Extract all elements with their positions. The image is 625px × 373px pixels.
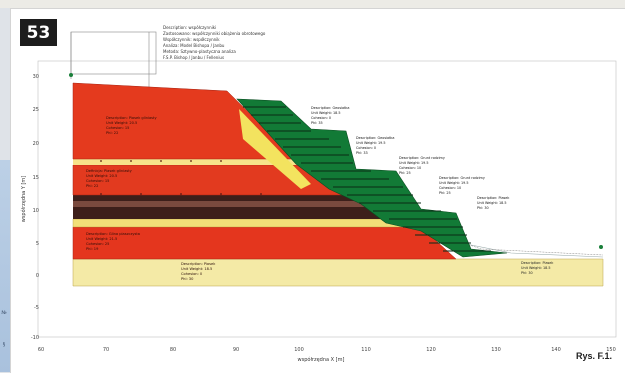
legend-line-3: Współczynnik: współczynnik — [163, 37, 220, 42]
y-tick: 5 — [36, 241, 39, 247]
legend-text: Description: współczynniki Zastosowano: … — [163, 25, 266, 60]
adjacent-page-strip: № § — [0, 160, 10, 372]
layer-label: Definicja: Piasek gliniasty — [86, 169, 133, 173]
figure-caption: Rys. F.1. — [575, 351, 612, 361]
bottom-right-label: Description: Piasek Unit Weight: 18.5 Ph… — [521, 261, 553, 275]
geogrid-labels: Description: Geosiatka Unit Weight: 18.5… — [311, 106, 509, 210]
figure-number-badge: 53 — [20, 19, 57, 46]
legend-line-2: Zastosowano: współczynniki obiążenia obr… — [163, 31, 266, 36]
layer-label: Unit Weight: 20.5 — [106, 121, 137, 125]
geogrid-label: Cohesion: 0 — [311, 116, 331, 120]
slope-fill-wedge — [239, 109, 311, 189]
figure-panel: 53 Description: współczynniki Zastosowan… — [10, 8, 625, 373]
legend-line-1: Description: współczynniki — [163, 25, 216, 30]
legend-line-6: F.S.P. Bishop / Janbu / Fellenius — [163, 55, 224, 60]
y-tick: -10 — [31, 335, 39, 341]
geogrid-label: Phi: 35 — [311, 121, 323, 125]
x-axis: 60 70 80 90 100 110 120 130 140 150 — [38, 347, 616, 353]
y-tick: -5 — [34, 305, 39, 311]
layer-dark-stripe — [73, 201, 371, 207]
x-tick: 80 — [170, 347, 176, 353]
geogrid-label: Description: Geosiatka — [311, 106, 349, 110]
layer-label: Unit Weight: 20.5 — [86, 174, 117, 178]
geogrid-label: Unit Weight: 19.5 — [356, 141, 386, 145]
geogrid-reinforced-zone — [236, 98, 508, 258]
y-tick: 10 — [33, 208, 39, 214]
sand-label: Unit Weight: 18.5 — [521, 266, 551, 270]
geogrid-layers — [243, 106, 491, 252]
geogrid-label: Unit Weight: 18.5 — [311, 111, 341, 115]
geogrid-label: Description: Grunt rodzimy — [399, 156, 445, 160]
layer-label: Phi: 19 — [86, 247, 99, 251]
x-axis-label: współrzędna X [m] — [298, 356, 345, 363]
y-tick: 0 — [36, 273, 39, 279]
geogrid-label: Cohesion: 0 — [356, 146, 376, 150]
y-tick: 20 — [33, 141, 39, 147]
layer-thin-yellow — [73, 159, 311, 165]
layer-labels: Description: Piasek gliniasty Unit Weigh… — [86, 116, 216, 281]
page-edge-top — [0, 0, 625, 8]
x-tick: 130 — [491, 347, 501, 353]
x-tick: 70 — [103, 347, 109, 353]
layer-label: Phi: 22 — [106, 131, 118, 135]
y-tick: 25 — [33, 107, 39, 113]
geogrid-label: Unit Weight: 19.5 — [439, 181, 469, 185]
x-tick: 110 — [361, 347, 371, 353]
x-tick: 90 — [233, 347, 239, 353]
slip-surface — [240, 98, 604, 256]
layer-label: Cohesion: 15 — [106, 126, 129, 130]
layer-label: Description: Piasek — [181, 262, 216, 266]
layer-label: Phi: 22 — [86, 184, 98, 188]
x-tick: 140 — [551, 347, 561, 353]
geogrid-label: Phi: 33 — [356, 151, 368, 155]
geogrid-label: Phi: 30 — [477, 206, 489, 210]
geogrid-label: Phi: 25 — [399, 171, 411, 175]
y-tick: 30 — [33, 74, 39, 80]
layer-label: Description: Glina piaszczysta — [86, 232, 140, 236]
geogrid-label: Description: Piasek — [477, 196, 509, 200]
slip-exit-marker — [599, 245, 603, 249]
y-axis: 30 25 20 15 10 5 0 -5 -10 — [31, 74, 39, 341]
sand-label: Description: Piasek — [521, 261, 553, 265]
x-tick: 120 — [426, 347, 436, 353]
layer-label: Cohesion: 15 — [86, 179, 109, 183]
legend-line-4: Analiza: Model Bishopa / Janbu — [163, 43, 225, 48]
layer-label: Cohesion: 0 — [181, 272, 203, 276]
geogrid-label: Cohesion: 10 — [399, 166, 421, 170]
layer-label: Cohesion: 25 — [86, 242, 109, 246]
layer-yellow-strip — [72, 218, 422, 228]
x-tick: 150 — [606, 347, 616, 353]
y-tick: 15 — [33, 175, 39, 181]
geogrid-label: Phi: 25 — [439, 191, 451, 195]
geogrid-label: Description: Grunt rodzimy — [439, 176, 485, 180]
x-tick: 100 — [294, 347, 304, 353]
layer-label: Unit Weight: 21.5 — [86, 237, 117, 241]
layer-label: Phi: 30 — [181, 277, 194, 281]
layer-label: Description: Piasek gliniasty — [106, 116, 157, 120]
geogrid-label: Unit Weight: 18.5 — [477, 201, 507, 205]
legend-line-5: Metoda: Sztywno-plastyczna analiza — [163, 49, 236, 54]
geogrid-label: Cohesion: 10 — [439, 186, 461, 190]
slip-center-marker — [69, 73, 73, 77]
geogrid-label: Unit Weight: 19.5 — [399, 161, 429, 165]
y-axis-label: współrzędna Y [m] — [20, 176, 27, 223]
x-tick: 60 — [38, 347, 44, 353]
layer-label: Unit Weight: 18.5 — [181, 267, 212, 271]
strip-glyph-1: № — [1, 310, 7, 316]
slope-stability-diagram: Description: współczynniki Zastosowano: … — [20, 25, 617, 363]
layer-dots — [100, 160, 262, 195]
geogrid-label: Description: Geosiatka — [356, 136, 394, 140]
sand-label: Phi: 30 — [521, 271, 533, 275]
strip-glyph-2: § — [1, 342, 7, 348]
